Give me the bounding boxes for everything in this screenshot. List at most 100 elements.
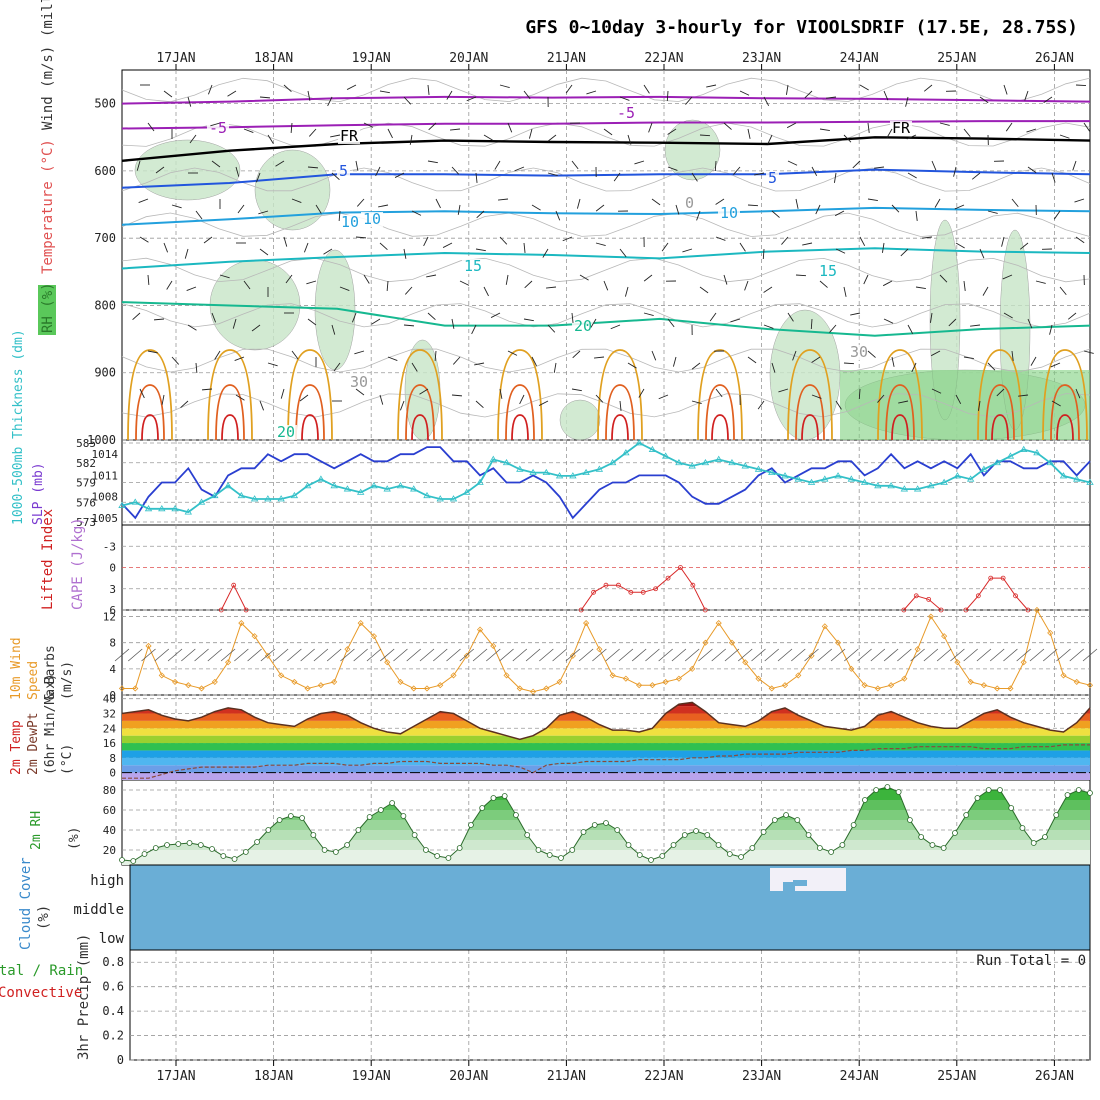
wind-ylabel-part: (m/s)	[60, 661, 75, 700]
wind-speed-line	[122, 608, 1091, 693]
wind-barb	[643, 84, 650, 94]
wind-barb	[180, 400, 189, 409]
contour-label: 10	[720, 204, 738, 222]
rh-marker	[175, 841, 182, 847]
wind-barb	[259, 96, 271, 99]
wind-barb	[451, 394, 463, 397]
wind-barb	[195, 362, 198, 374]
rh-ylabel: 2m RH (%)	[29, 811, 82, 850]
wind-barb	[638, 388, 645, 398]
wind-barb-10m	[989, 648, 1005, 662]
wind-speed-marker	[1086, 682, 1094, 689]
wind-barb-10m	[326, 648, 342, 662]
rh-marker	[479, 805, 486, 811]
wind-barb	[283, 84, 292, 93]
wind-speed-marker	[914, 646, 921, 653]
contour-label-bg	[848, 345, 870, 360]
wind-speed-marker	[888, 682, 895, 689]
wind-barb	[251, 324, 261, 332]
li-line	[965, 577, 1029, 611]
temp-contour-35	[801, 414, 819, 441]
wind-barb	[590, 318, 597, 328]
temp-contour-30	[885, 384, 915, 441]
rh-marker	[974, 795, 981, 801]
wind-barb-10m	[127, 648, 143, 662]
rh-marker	[1030, 840, 1037, 846]
wind-speed-marker	[556, 678, 563, 685]
temp-contour-25	[127, 349, 173, 441]
wind-barb	[667, 318, 675, 328]
wind-barb	[275, 160, 285, 167]
wind-barb	[723, 274, 728, 285]
rh-marker	[287, 813, 294, 819]
wind-barb	[1011, 350, 1014, 361]
wind-barb-10m	[830, 648, 846, 662]
wind-speed-marker	[132, 685, 139, 692]
li-marker	[218, 607, 224, 613]
wind-speed-marker	[675, 675, 682, 682]
thickness-marker	[701, 458, 710, 466]
rh-marker	[794, 817, 801, 823]
wind-barb	[1083, 122, 1090, 132]
top-day-label: 17JAN	[156, 51, 195, 66]
wind-barb-10m	[592, 648, 607, 662]
wind-speed-marker	[808, 652, 815, 659]
wind-barb	[858, 388, 861, 400]
wind-barb	[338, 210, 341, 222]
li-line	[903, 595, 942, 611]
wind-barb	[843, 362, 855, 365]
temp-ylabel-part: 2m DewPt	[26, 712, 41, 775]
thickness-marker	[1006, 452, 1015, 459]
thickness-marker	[1019, 445, 1028, 452]
wind-barb	[339, 286, 350, 292]
ua-ylabel-part: (millibars)	[40, 0, 56, 37]
wind-barb	[290, 122, 293, 134]
wind-speed-marker	[450, 672, 457, 679]
wind-barb-10m	[194, 648, 209, 662]
wind-barb-10m	[1042, 648, 1058, 662]
wind-barb	[171, 356, 180, 365]
thickness-marker	[224, 482, 232, 489]
wind-barb	[387, 356, 398, 362]
rh-contour-line	[121, 393, 1091, 418]
contour-label: 30	[850, 343, 868, 361]
thickness-marker	[264, 495, 272, 502]
wind-barb	[955, 394, 962, 405]
wind-speed-marker	[211, 678, 218, 685]
wind-barb	[235, 166, 240, 177]
wind-barb	[929, 312, 933, 323]
wind-barb-10m	[923, 648, 939, 662]
wind-barb	[675, 204, 680, 215]
wind-barb	[877, 394, 885, 403]
wind-barb	[403, 248, 407, 259]
temp-band	[122, 750, 1090, 758]
rh-marker	[501, 793, 508, 799]
wind-barb	[819, 128, 830, 132]
contour-label: 20	[574, 317, 592, 335]
wind-barb	[565, 84, 573, 94]
contour-label: 5	[339, 162, 348, 180]
wind-barb	[867, 350, 876, 358]
wind-barb	[1083, 350, 1094, 354]
wind-barb	[643, 274, 653, 282]
precip-ytick: 0.4	[102, 1004, 124, 1018]
wind-speed-marker	[291, 678, 298, 685]
wind-barb	[234, 356, 245, 362]
wind-barb	[201, 388, 213, 391]
wind-barb	[923, 84, 933, 92]
wind-speed-marker	[1073, 678, 1080, 685]
wind-speed-marker	[503, 672, 510, 679]
wind-barb	[291, 350, 299, 360]
ua-ylabel: RH (%) Temperature (°C) Wind (m/s) (milliba…	[38, 0, 56, 335]
wind-barb	[161, 394, 165, 405]
contour-label-bg	[275, 425, 297, 440]
wind-speed-marker	[158, 672, 165, 679]
wind-speed-marker	[198, 685, 205, 692]
chart-title: GFS 0~10day 3-hourly for VIOOLSDRIF (17.…	[525, 17, 1078, 38]
wind-barb-10m	[844, 648, 859, 662]
wind-barb	[547, 324, 556, 333]
wind-barb	[891, 356, 895, 367]
thickness-marker	[1059, 472, 1068, 479]
rh-marker	[490, 795, 497, 801]
wind-speed-marker	[583, 620, 590, 627]
